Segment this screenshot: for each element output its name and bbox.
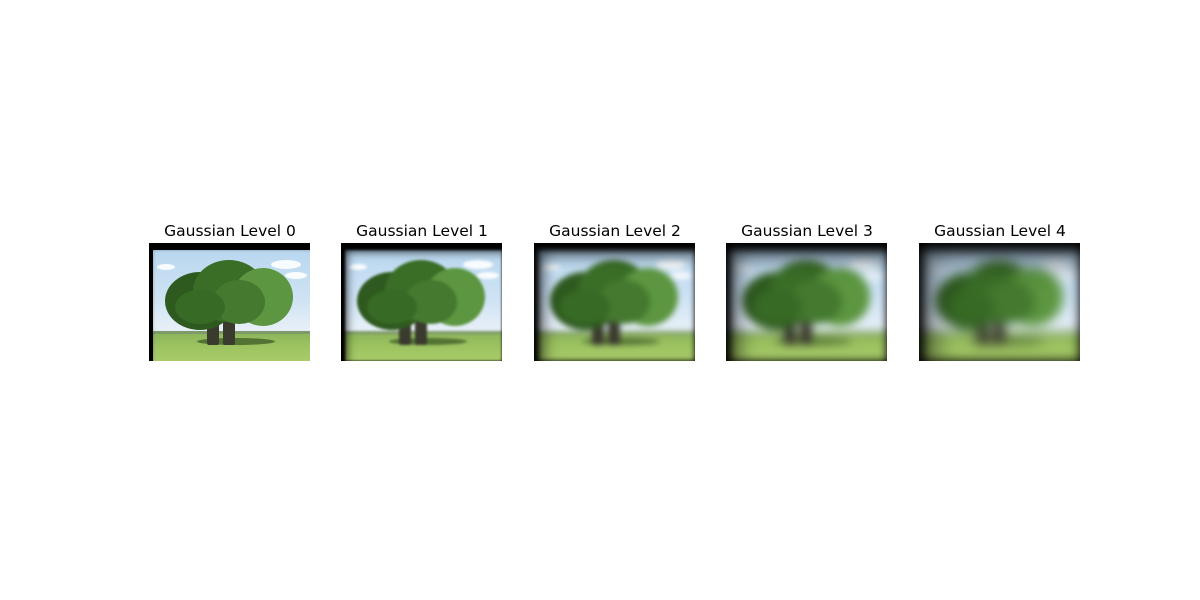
tree-scene [538,250,695,361]
tree-scene [153,250,310,361]
panel-level-0: Gaussian Level 0 [149,219,311,361]
panel-title: Gaussian Level 3 [741,222,873,240]
panel-title: Gaussian Level 2 [549,222,681,240]
panel-title: Gaussian Level 1 [356,222,488,240]
tree-scene [923,250,1080,361]
tree-scene [345,250,502,361]
panel-title: Gaussian Level 0 [164,222,296,240]
panel-level-4: Gaussian Level 4 [919,219,1081,361]
tree-image [726,243,887,361]
tree-image [149,243,310,361]
panel-level-3: Gaussian Level 3 [726,219,888,361]
tree-image [919,243,1080,361]
panel-title: Gaussian Level 4 [934,222,1066,240]
tree-scene [730,250,887,361]
panel-level-1: Gaussian Level 1 [341,219,503,361]
tree-image [534,243,695,361]
tree-image [341,243,502,361]
panel-level-2: Gaussian Level 2 [534,219,696,361]
